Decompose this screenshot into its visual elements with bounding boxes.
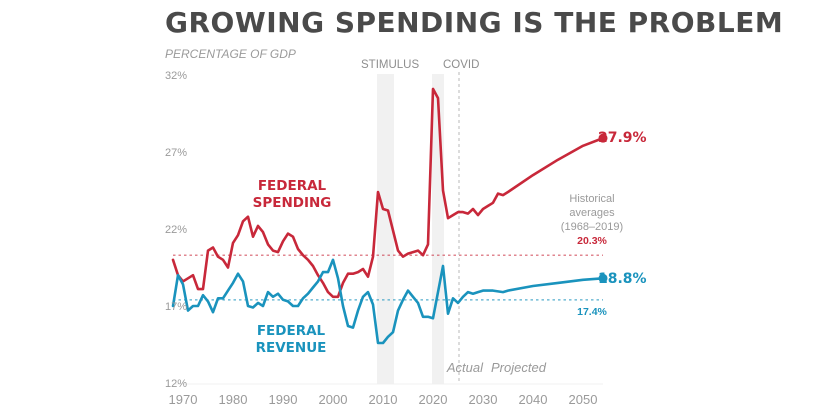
y-tick-label: 17% [165,301,187,313]
spending-line [171,87,605,299]
x-tick-label: 2020 [419,392,448,407]
x-tick-label: 2010 [369,392,398,407]
spending-average-label: 20.3% [577,235,607,247]
revenue-line [171,258,605,345]
band-label-stimulus: STIMULUS [361,59,419,71]
x-tick-label: 1990 [269,392,298,407]
x-tick-label: 2050 [569,392,598,407]
x-tick-label: 2040 [519,392,548,407]
revenue-average-label: 17.4% [577,306,607,318]
x-tick-label: 2000 [319,392,348,407]
y-tick-label: 27% [165,147,187,159]
revenue-end-label: 18.8% [598,271,647,287]
spending-end-label: 27.9% [598,130,647,146]
x-tick-label: 2030 [469,392,498,407]
spending-label-line1: FEDERAL [258,178,327,194]
revenue-label-line1: FEDERAL [257,323,326,339]
series-lines [171,87,608,345]
y-tick-label: 32% [165,70,187,82]
y-axis-label: PERCENTAGE OF GDP [165,47,296,61]
band-label-covid: COVID [443,59,479,71]
spending-end-marker [598,133,608,143]
spending-label-line2: SPENDING [253,195,332,211]
chart-title: GROWING SPENDING IS THE PROBLEM [165,6,784,39]
y-axis-ticks: 12% 17% 22% 27% 32% [165,70,187,390]
annotation-line2: averages [569,207,615,219]
projected-label: Projected [491,360,547,375]
x-axis-ticks: 1970 1980 1990 2000 2010 2020 2030 2040 2050 [169,392,598,407]
y-tick-label: 22% [165,224,187,236]
annotation-line1: Historical [569,193,614,205]
x-tick-label: 1980 [219,392,248,407]
x-tick-label: 1970 [169,392,198,407]
actual-label: Actual [446,360,484,375]
revenue-label-line2: REVENUE [256,340,327,356]
historical-average-lines [173,254,603,301]
y-tick-label: 12% [165,378,187,390]
annotation-line3: (1968–2019) [561,221,623,233]
band-stimulus [377,74,394,384]
revenue-end-marker [598,273,608,283]
